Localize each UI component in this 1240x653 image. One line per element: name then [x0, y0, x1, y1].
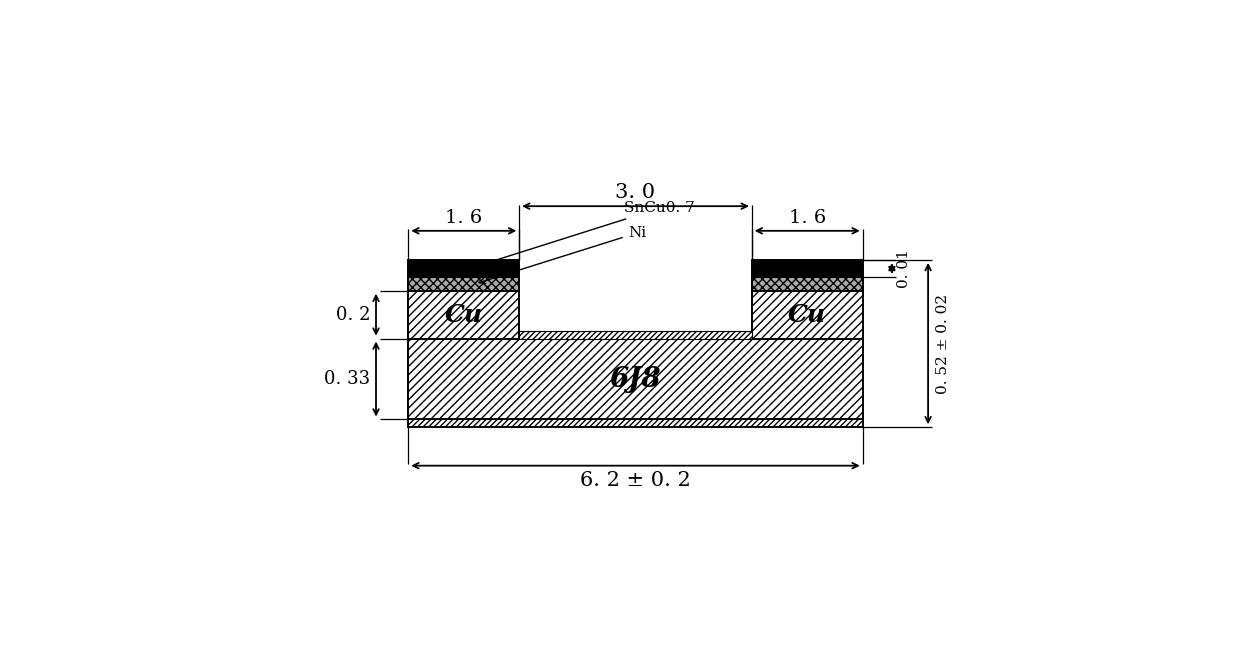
Text: SnCu0. 7: SnCu0. 7: [474, 201, 694, 268]
Text: 1. 6: 1. 6: [445, 209, 482, 227]
Text: Cu: Cu: [445, 303, 482, 326]
Text: 0. 01: 0. 01: [898, 249, 911, 288]
Text: 0. 33: 0. 33: [325, 370, 371, 388]
Bar: [520, 331, 751, 339]
Text: Cu: Cu: [789, 303, 826, 326]
Text: 0. 2: 0. 2: [336, 306, 371, 324]
Bar: [751, 291, 863, 339]
Text: 6J8: 6J8: [610, 366, 661, 392]
Bar: [751, 260, 863, 277]
Bar: [408, 419, 863, 427]
Text: 1. 6: 1. 6: [789, 209, 826, 227]
Text: 3. 0: 3. 0: [615, 183, 656, 202]
Bar: [751, 277, 863, 291]
Text: Ni: Ni: [479, 226, 646, 284]
Bar: [408, 260, 520, 277]
Bar: [408, 277, 520, 291]
Bar: [408, 339, 863, 419]
Bar: [408, 291, 520, 339]
Text: 0. 52 ± 0. 02: 0. 52 ± 0. 02: [936, 294, 950, 394]
Text: 6. 2 ± 0. 2: 6. 2 ± 0. 2: [580, 471, 691, 490]
